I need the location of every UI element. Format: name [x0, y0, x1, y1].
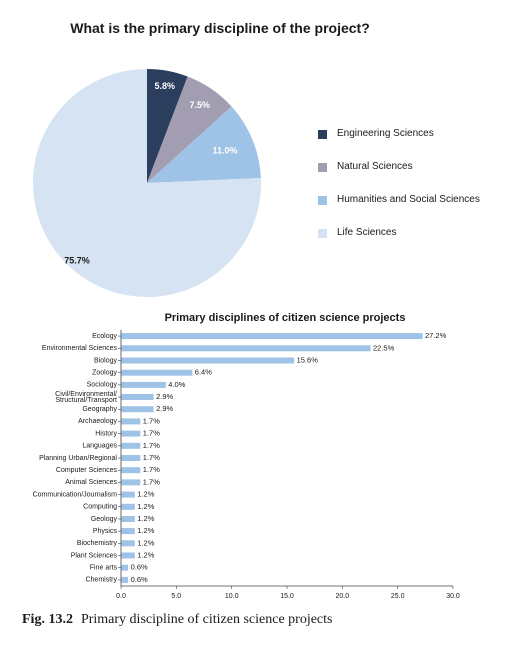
bar-value-label: 1.7% [143, 441, 160, 450]
bar [121, 381, 166, 388]
category-label: Physics [93, 528, 118, 535]
legend-swatch [318, 163, 327, 172]
category-label: Communication/Journalism [33, 491, 118, 498]
legend-label: Humanities and Social Sciences [337, 194, 480, 205]
bar-value-label: 6.4% [195, 368, 212, 377]
pie-chart-title: What is the primary discipline of the pr… [70, 20, 370, 36]
bar [121, 418, 141, 425]
x-tick-label: 30.0 [446, 593, 460, 600]
bar-value-label: 1.2% [137, 550, 154, 559]
category-label: Chemistry [85, 577, 117, 584]
bar [121, 333, 423, 340]
legend-item-engineering: Engineering Sciences [318, 128, 480, 161]
pie-slice [147, 106, 261, 183]
bar-value-label: 2.9% [156, 392, 173, 401]
bar-value-label: 1.7% [143, 416, 160, 425]
bar-value-label: 0.6% [131, 563, 148, 572]
category-label: Languages [82, 443, 117, 450]
bar-value-label: 22.5% [373, 343, 395, 352]
legend-item-life: Life Sciences [318, 227, 480, 260]
legend-swatch [318, 130, 327, 139]
bar [121, 369, 193, 376]
category-label: Geology [91, 516, 118, 523]
pie-slice [33, 69, 262, 297]
bar [121, 479, 141, 486]
pie-slice [147, 76, 232, 183]
category-label: Archaeology [78, 418, 117, 425]
legend-item-natural: Natural Sciences [318, 161, 480, 194]
legend-swatch [318, 196, 327, 205]
bar-chart-title: Primary disciplines of citizen science p… [164, 312, 406, 324]
x-tick-label: 15.0 [280, 593, 294, 600]
bar [121, 576, 129, 583]
legend-item-humanities: Humanities and Social Sciences [318, 194, 480, 227]
bar [121, 491, 135, 498]
bar-value-label: 1.7% [143, 453, 160, 462]
bar-value-label: 4.0% [168, 380, 185, 389]
bar [121, 467, 141, 474]
figure-number: Fig. 13.2 [22, 612, 73, 627]
bar-value-label: 15.6% [297, 355, 319, 364]
bar [121, 455, 141, 461]
bar-value-label: 0.6% [131, 575, 148, 584]
x-tick-label: 25.0 [391, 593, 405, 600]
category-label: Structural/Transport [55, 397, 117, 404]
pie-slice [147, 69, 188, 183]
legend-label: Natural Sciences [337, 161, 413, 172]
pie-slice-label: 5.8% [155, 81, 176, 91]
pie-chart: 5.8% 7.5% 11.0% 75.7% [33, 69, 262, 297]
bar-value-label: 1.2% [137, 526, 154, 535]
bar-value-label: 1.2% [137, 490, 154, 499]
legend-swatch [318, 229, 327, 238]
category-label: Computing [83, 504, 117, 511]
bar [121, 552, 135, 559]
category-label: Civil/Environmental/ [55, 391, 117, 398]
bar [121, 430, 141, 437]
bar-value-label: 2.9% [156, 404, 173, 413]
category-label: Fine arts [90, 565, 118, 572]
pie-slice-label: 75.7% [64, 255, 90, 265]
x-tick-label: 0.0 [116, 593, 126, 600]
bar [121, 528, 135, 535]
category-label: Computer Sciences [56, 467, 118, 474]
category-label: Biology [94, 357, 117, 364]
category-label: Environmental Sciences [42, 345, 118, 352]
category-label: Geography [82, 406, 117, 413]
category-label: Planning Urban/Regional [39, 455, 117, 462]
legend-label: Life Sciences [337, 227, 397, 238]
bar [121, 406, 154, 413]
bar [121, 540, 135, 547]
legend-label: Engineering Sciences [337, 128, 434, 139]
bar-value-label: 1.7% [143, 429, 160, 438]
bar [121, 516, 135, 522]
figure-caption-text: Primary discipline of citizen science pr… [80, 612, 333, 627]
bar [121, 357, 295, 364]
bar-value-label: 1.2% [137, 514, 154, 523]
pie-slice-label: 7.5% [190, 100, 211, 110]
bar-value-label: 27.2% [425, 331, 447, 340]
category-label: Biochemistry [77, 540, 118, 547]
x-tick-label: 20.0 [335, 593, 349, 600]
category-label: Plant Sciences [71, 552, 118, 559]
bar [121, 394, 154, 400]
x-tick-label: 10.0 [225, 593, 239, 600]
x-tick-label: 5.0 [171, 593, 181, 600]
bar [121, 503, 135, 510]
bar-value-label: 1.7% [143, 477, 160, 486]
bar [121, 345, 371, 352]
bar-value-label: 1.2% [137, 538, 154, 547]
pie-slice-label: 11.0% [212, 145, 237, 155]
bar-value-label: 1.7% [143, 465, 160, 474]
bar [121, 564, 129, 571]
bar [121, 442, 141, 449]
category-label: Zoology [92, 370, 117, 377]
category-label: Ecology [92, 333, 117, 340]
category-label: Animal Sciences [65, 479, 117, 486]
category-label: Sociology [87, 382, 118, 389]
figure-caption: Fig. 13.2 Primary discipline of citizen s… [22, 612, 332, 628]
bar-value-label: 1.2% [137, 502, 154, 511]
pie-legend: Engineering Sciences Natural Sciences Hu… [318, 128, 480, 260]
category-label: History [95, 430, 117, 437]
